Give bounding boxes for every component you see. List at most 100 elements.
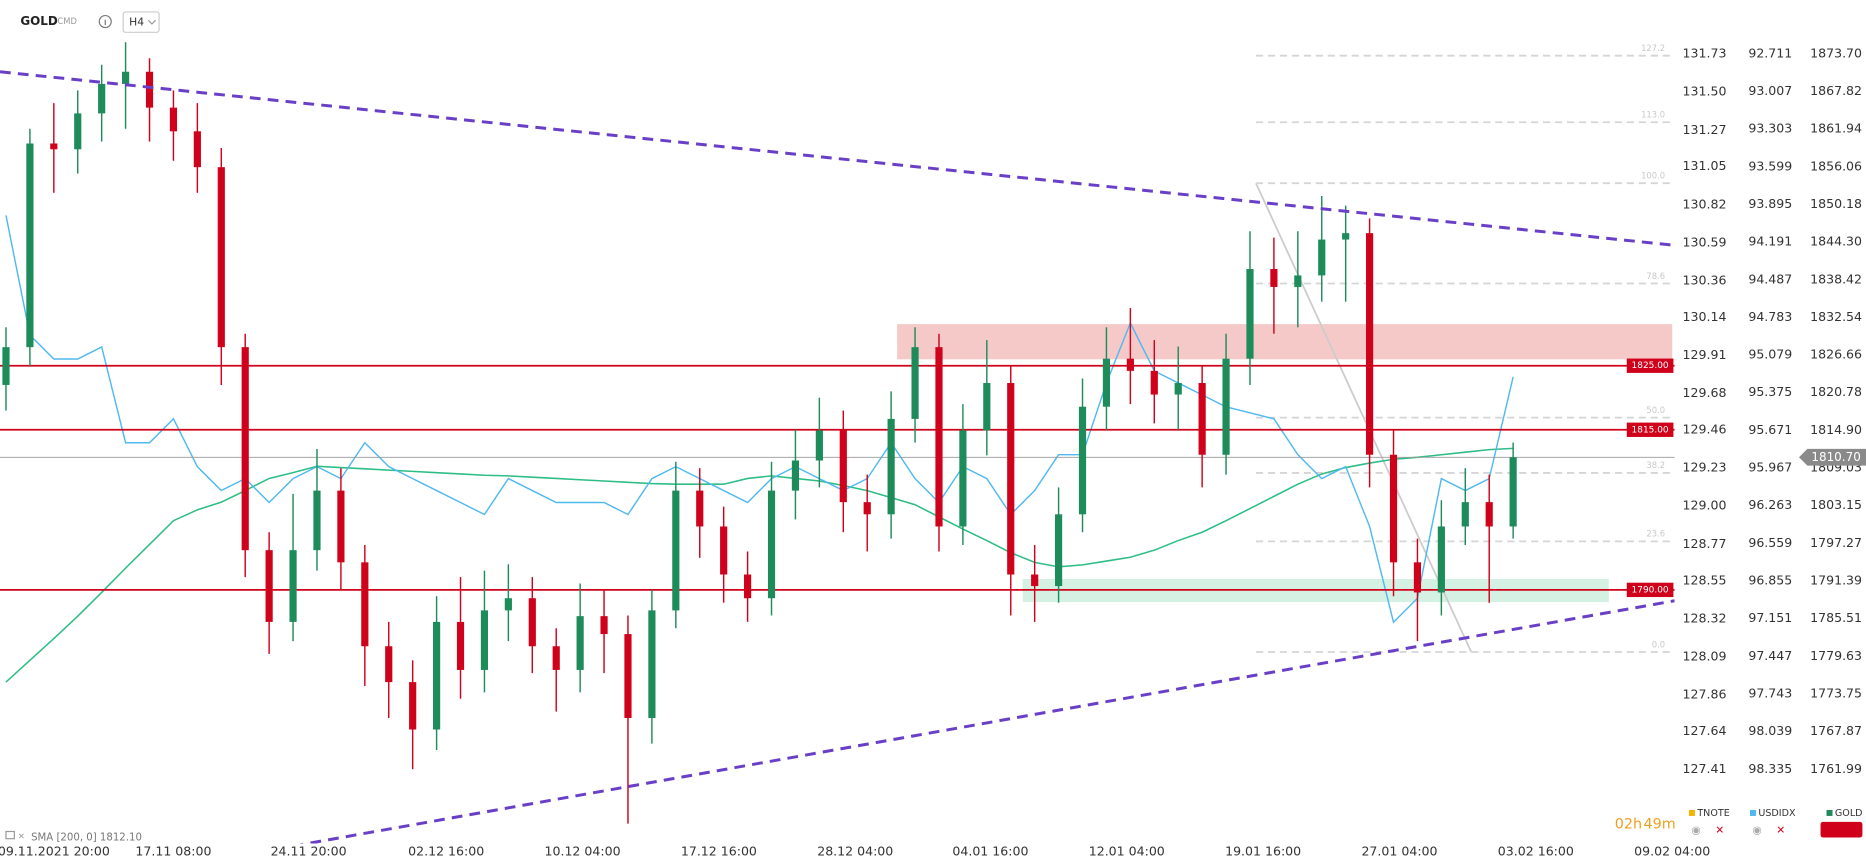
candle-body [1222, 358, 1230, 455]
x-tick-label: 02.12 16:00 [408, 843, 484, 858]
candle-body [1294, 275, 1302, 287]
legend-remove[interactable]: ✕ [1776, 823, 1785, 836]
y-tick-label: 95.375 [1748, 384, 1792, 399]
legend-visibility[interactable]: ◉ [1691, 823, 1700, 836]
x-tick-label: 09.11.2021 20:00 [0, 843, 110, 858]
candle-body [2, 347, 10, 385]
y-tick-label: 1856.06 [1810, 158, 1862, 173]
candle-body [1031, 574, 1039, 587]
candle-body [98, 83, 106, 114]
info-icon[interactable] [98, 14, 112, 29]
indicator-icon[interactable] [5, 830, 15, 840]
candle-body [959, 430, 967, 527]
y-tick-label: 1803.15 [1810, 497, 1862, 512]
active-instrument-box[interactable] [1820, 821, 1863, 838]
candle-body [1342, 233, 1350, 240]
y-tick-label: 1767.87 [1810, 723, 1862, 738]
legend-label: USDIDX [1758, 808, 1796, 819]
candle-body [767, 490, 776, 599]
y-tick-label: 1826.66 [1810, 347, 1862, 362]
candle-body [624, 634, 632, 718]
candle-body [26, 143, 34, 348]
y-tick-label: 1850.18 [1810, 196, 1862, 211]
y-tick-label: 130.14 [1683, 309, 1727, 324]
y-tick-label: 1773.75 [1810, 685, 1862, 700]
y-tick-label: 128.09 [1683, 648, 1727, 663]
level-label: 1815.00 [1632, 425, 1669, 435]
y-tick-label: 1873.70 [1810, 45, 1862, 60]
fib-level-label: 38.2 [1646, 460, 1665, 470]
x-tick-label: 12.01 04:00 [1089, 843, 1165, 858]
y-tick-label: 96.855 [1748, 573, 1792, 588]
y-tick-label: 1779.63 [1810, 648, 1862, 663]
y-tick-label: 98.039 [1748, 723, 1792, 738]
candle-body [456, 621, 465, 670]
fib-level-label: 50.0 [1646, 405, 1665, 415]
y-tick-label: 94.191 [1748, 234, 1792, 249]
sma-line [5, 447, 1514, 683]
candle-body [1509, 457, 1517, 527]
candle-body [1318, 239, 1326, 276]
last-price-box [1799, 448, 1866, 466]
fib-level-label: 78.6 [1646, 271, 1665, 281]
y-tick-label: 129.46 [1683, 422, 1727, 437]
timeframe-select[interactable] [122, 11, 160, 33]
y-tick-label: 1785.51 [1810, 610, 1862, 625]
x-tick-label: 04.01 16:00 [952, 843, 1028, 858]
legend-visibility[interactable]: ◉ [1752, 823, 1761, 836]
y-tick-label: 131.50 [1683, 84, 1727, 99]
y-tick-label: 94.783 [1748, 309, 1792, 324]
candle-body [74, 113, 82, 150]
candle-body [265, 550, 273, 622]
y-tick-label: 93.599 [1748, 158, 1792, 173]
level-label: 1825.00 [1632, 361, 1669, 371]
candle-body [552, 646, 560, 670]
market: CMD [57, 16, 76, 26]
zone [897, 324, 1673, 360]
y-tick-label: 1844.30 [1810, 234, 1862, 249]
x-tick-label: 28.12 04:00 [817, 843, 893, 858]
candle-body [122, 71, 130, 84]
candle-body [935, 347, 943, 527]
candle-body [815, 430, 823, 461]
indicator-close[interactable]: ✕ [18, 831, 25, 841]
y-tick-label: 129.00 [1683, 498, 1727, 513]
fib-level-label: 0.0 [1652, 639, 1665, 649]
candle-body [337, 490, 345, 563]
candle-body [1485, 502, 1493, 527]
candle-body [241, 347, 249, 551]
y-tick-label: 95.079 [1748, 347, 1792, 362]
y-tick-label: 95.671 [1748, 422, 1792, 437]
candle-body [361, 562, 369, 647]
candle-body [576, 616, 584, 670]
x-tick-label: 09.02 04:00 [1634, 843, 1710, 858]
candle-body [504, 598, 512, 611]
y-tick-label: 1791.39 [1810, 572, 1862, 587]
candle-body [433, 621, 441, 730]
candle-body [744, 574, 752, 599]
fib-level-label: 113.0 [1641, 110, 1665, 120]
x-tick-label: 17.12 16:00 [681, 843, 757, 858]
x-tick-label: 24.11 20:00 [271, 843, 347, 858]
y-tick-label: 1820.78 [1810, 384, 1862, 399]
y-tick-label: 129.91 [1683, 347, 1727, 362]
candle-body [720, 526, 728, 575]
y-tick-label: 1797.27 [1810, 535, 1862, 550]
candle-body [1150, 370, 1158, 395]
candle-body [1389, 454, 1398, 563]
candle-body [193, 131, 201, 168]
y-tick-label: 131.27 [1683, 122, 1727, 137]
y-tick-label: 130.36 [1683, 273, 1727, 288]
y-tick-label: 127.86 [1683, 687, 1727, 702]
x-tick-label: 17.11 08:00 [135, 843, 211, 858]
dropdown-caret [147, 19, 156, 25]
candle-body [1102, 358, 1111, 407]
candle-body [1007, 383, 1015, 575]
candle-body [600, 616, 608, 635]
legend-remove[interactable]: ✕ [1715, 823, 1724, 836]
y-tick-label: 98.335 [1748, 761, 1792, 776]
x-tick-label: 10.12 04:00 [544, 843, 620, 858]
candle-body [1270, 269, 1278, 287]
